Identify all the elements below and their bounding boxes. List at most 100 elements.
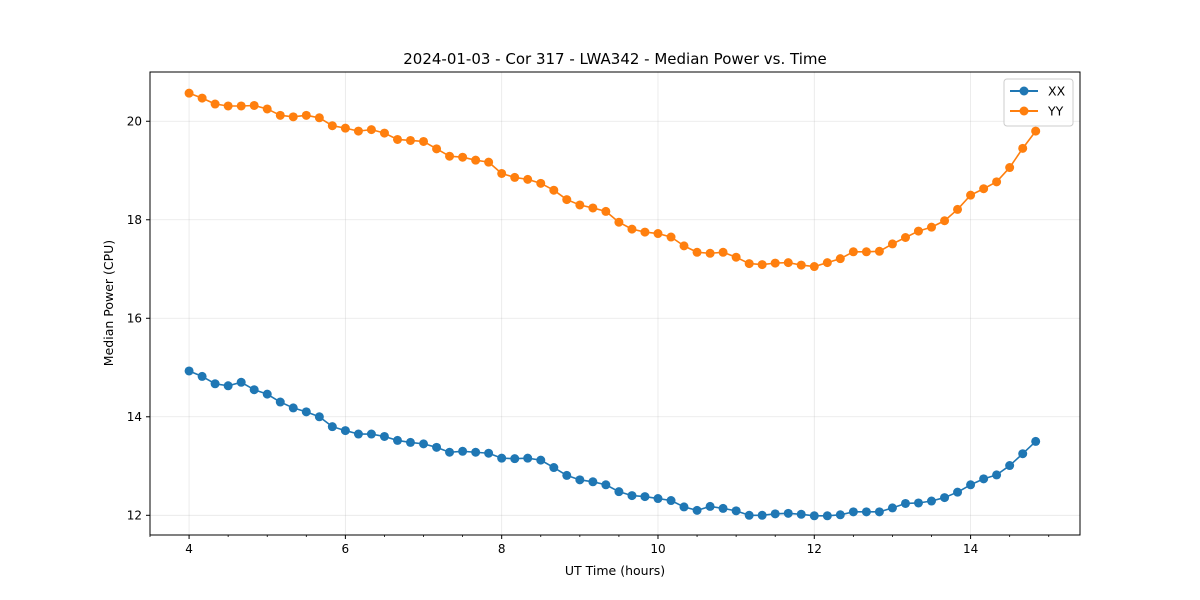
series-xx-point	[393, 435, 403, 445]
x-tick-label: 4	[185, 542, 193, 556]
series-xx-point	[927, 496, 937, 506]
series-yy-point	[861, 247, 871, 257]
series-yy-point	[210, 99, 220, 109]
legend-xx-label: XX	[1048, 84, 1066, 99]
series-xx-point	[640, 492, 650, 502]
series-yy-point	[484, 157, 494, 167]
y-axis-label: Median Power (CPU)	[101, 240, 116, 366]
series-yy-point	[575, 200, 585, 210]
x-tick-label: 12	[807, 542, 822, 556]
series-yy-point	[1031, 126, 1041, 136]
series-xx-point	[731, 506, 741, 516]
series-xx-point	[692, 505, 702, 515]
series-xx-point	[705, 501, 715, 511]
series-xx-point	[575, 475, 585, 485]
series-yy-point	[523, 174, 533, 184]
chart-title: 2024-01-03 - Cor 317 - LWA342 - Median P…	[403, 50, 827, 68]
x-tick-label: 14	[963, 542, 978, 556]
series-yy-point	[614, 217, 624, 227]
legend-yy-label: YY	[1047, 104, 1064, 119]
series-yy-point	[940, 216, 950, 226]
series-xx-point	[366, 429, 376, 439]
series-yy-point	[197, 93, 207, 103]
series-yy-point	[340, 123, 350, 133]
x-axis-label: UT Time (hours)	[565, 563, 665, 578]
series-xx-point	[562, 470, 572, 480]
series-xx-point	[1018, 449, 1028, 459]
series-xx-point	[900, 498, 910, 508]
series-xx-point	[835, 510, 845, 520]
series-xx-point	[601, 480, 611, 490]
series-xx-point	[1005, 461, 1015, 471]
series-yy-point	[979, 184, 989, 194]
series-xx-point	[353, 429, 363, 439]
series-yy-point	[705, 248, 715, 258]
series-xx-point	[887, 503, 897, 513]
series-xx-point	[223, 381, 233, 391]
series-xx-point	[627, 491, 637, 501]
series-yy-point	[510, 172, 520, 182]
series-xx-point	[783, 508, 793, 518]
series-yy-point	[223, 101, 233, 111]
y-tick-label: 14	[127, 410, 142, 424]
series-yy-point	[887, 239, 897, 249]
series-xx-point	[757, 510, 767, 520]
series-yy-point	[405, 135, 415, 145]
series-xx-point	[666, 496, 676, 506]
series-yy-point	[236, 101, 246, 111]
series-yy-point	[744, 259, 754, 269]
legend: XX YY	[1003, 78, 1074, 127]
series-xx-point	[379, 431, 389, 441]
legend-xx-marker	[1019, 86, 1029, 96]
series-yy-point	[419, 136, 429, 146]
series-xx-point	[210, 379, 220, 389]
series-yy-point	[327, 121, 337, 131]
series-xx-point	[184, 366, 194, 376]
axis-ticks: 4 6 8 10 12 14 12 14 16 18 20	[127, 114, 1050, 556]
series-xx-point	[822, 511, 832, 521]
series-yy-point	[301, 110, 311, 120]
series-xx-point	[940, 493, 950, 503]
series-yy-point	[601, 206, 611, 216]
series-yy-point	[549, 185, 559, 195]
series-yy-point	[184, 88, 194, 98]
series-xx-point	[405, 437, 415, 447]
series-yy-point	[314, 113, 324, 123]
series-yy-point	[953, 204, 963, 214]
series-yy-point	[471, 155, 481, 165]
series-xx-point	[770, 509, 780, 519]
series-xx-point	[301, 407, 311, 417]
series-yy-point	[653, 229, 663, 239]
series-xx-point	[471, 447, 481, 457]
series-xx-point	[432, 442, 442, 452]
plot-frame	[149, 71, 1081, 536]
series-yy-point	[432, 144, 442, 154]
series-yy-point	[562, 195, 572, 205]
series-yy-point	[366, 125, 376, 135]
series-yy-point	[275, 110, 285, 120]
series-yy-point	[913, 226, 923, 236]
y-tick-label: 20	[127, 114, 142, 128]
series-xx-point	[913, 498, 923, 508]
series-yy-point	[770, 258, 780, 268]
y-tick-label: 16	[127, 311, 142, 325]
series-yy-point	[262, 104, 272, 114]
series-yy-point	[1005, 163, 1015, 173]
series-xx-point	[445, 447, 455, 457]
series-yy-point	[679, 241, 689, 251]
series-xx-point	[718, 503, 728, 513]
series-yy-point	[249, 100, 259, 110]
series-layer	[184, 88, 1041, 521]
series-yy-point	[1018, 143, 1028, 153]
series-xx-point	[197, 371, 207, 381]
series-yy-point	[783, 258, 793, 268]
series-yy-point	[640, 227, 650, 237]
series-yy-point	[796, 260, 806, 270]
series-xx-point	[340, 426, 350, 436]
series-yy-point	[966, 190, 976, 200]
series-yy-point	[288, 112, 298, 122]
series-xx-point	[236, 377, 246, 387]
series-yy-point	[497, 168, 507, 178]
